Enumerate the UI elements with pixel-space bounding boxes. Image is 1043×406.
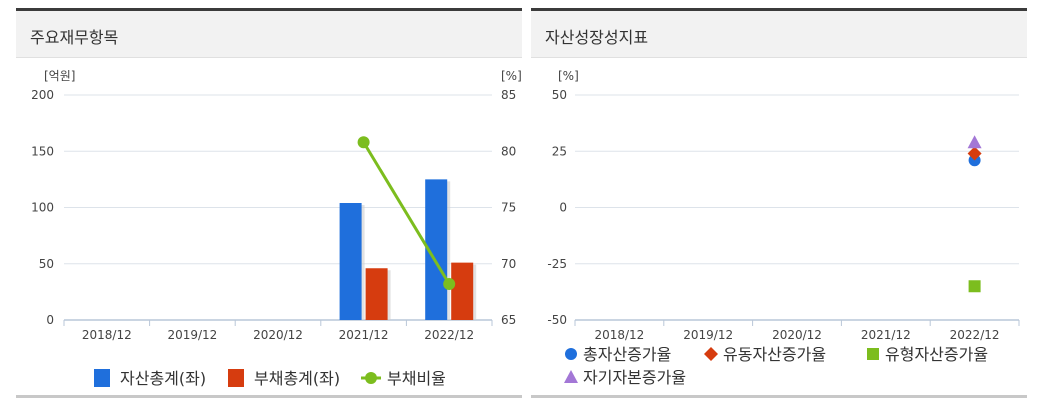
y-left-tick: 100: [31, 201, 54, 215]
y-tick: -25: [547, 257, 567, 271]
x-tick-label: 2020/12: [253, 328, 303, 342]
y-tick: 50: [552, 88, 567, 102]
y-right-tick: 70: [501, 257, 516, 271]
x-tick-label: 2021/12: [339, 328, 389, 342]
panel-bottom-border: [16, 395, 522, 398]
bar-total-assets: [425, 179, 448, 320]
y-tick: 0: [559, 201, 567, 215]
y-unit: [%]: [558, 69, 579, 83]
x-tick-label: 2018/12: [594, 328, 644, 342]
bar-total-liabilities: [365, 268, 388, 320]
y-left-tick: 50: [39, 257, 54, 271]
panel-header: 주요재무항목: [16, 11, 522, 58]
legend-label: 총자산증가율: [583, 345, 671, 364]
legend-dot: [365, 372, 377, 384]
debt-ratio-point: [357, 136, 370, 149]
legend-label: 유형자산증가율: [885, 345, 988, 364]
point-square: [968, 280, 981, 293]
panel-top-border: [16, 8, 522, 11]
point-triangle: [967, 135, 982, 149]
y-left-tick: 200: [31, 88, 54, 102]
legend-marker: [867, 348, 879, 360]
legend-marker: [564, 370, 578, 383]
panel-title: 주요재무항목: [30, 28, 119, 47]
panel-header: 자산성장성지표: [531, 11, 1027, 58]
legend-marker: [565, 348, 577, 360]
x-tick-label: 2022/12: [424, 328, 474, 342]
legend-label: 자산총계(좌): [120, 369, 206, 388]
y-right-tick: 65: [501, 313, 516, 327]
y-right-unit: [%]: [501, 69, 522, 83]
panel-top-border: [531, 8, 1027, 11]
bar-total-assets: [339, 203, 362, 320]
y-right-tick: 85: [501, 88, 516, 102]
legend-label: 자기자본증가율: [583, 368, 686, 387]
y-tick: -50: [547, 313, 567, 327]
legend-label: 부채총계(좌): [254, 369, 340, 388]
x-tick-label: 2018/12: [82, 328, 132, 342]
x-tick-label: 2021/12: [861, 328, 911, 342]
y-tick: 25: [552, 144, 567, 158]
y-left-tick: 0: [46, 313, 54, 327]
x-tick-label: 2019/12: [167, 328, 217, 342]
asset-growth-panel: 자산성장성지표 [%] 50 25 0 -25 -50 2018/12 2019/12 2020…: [531, 8, 1027, 398]
legend-marker: [704, 347, 718, 361]
financial-items-chart: [억원] [%] 200 85 150 80 100 75 50 70 0 65 2018/12 2019…: [31, 69, 522, 388]
legend-label: 유동자산증가율: [723, 345, 826, 364]
legend-swatch: [228, 369, 244, 387]
x-tick-label: 2022/12: [950, 328, 1000, 342]
debt-ratio-point: [443, 278, 456, 290]
legend-label: 부채비율: [387, 369, 446, 388]
y-right-tick: 75: [501, 201, 516, 215]
point-diamond: [967, 146, 982, 161]
legend-swatch: [94, 369, 110, 387]
x-tick-label: 2019/12: [683, 328, 733, 342]
x-tick-label: 2020/12: [772, 328, 822, 342]
debt-ratio-line: [362, 141, 451, 285]
asset-growth-chart: [%] 50 25 0 -25 -50 2018/12 2019/12 2020/12 2021/…: [547, 69, 1020, 387]
y-right-tick: 80: [501, 144, 516, 158]
panel-title: 자산성장성지표: [545, 28, 649, 47]
y-left-tick: 150: [31, 144, 54, 158]
y-left-unit: [억원]: [44, 69, 75, 83]
financial-items-panel: 주요재무항목 [억원] [%] 200 85 150 80 100 75 50 70 0 65 2018…: [16, 8, 522, 398]
panel-bottom-border: [531, 395, 1027, 398]
bar-total-liabilities: [451, 262, 474, 320]
